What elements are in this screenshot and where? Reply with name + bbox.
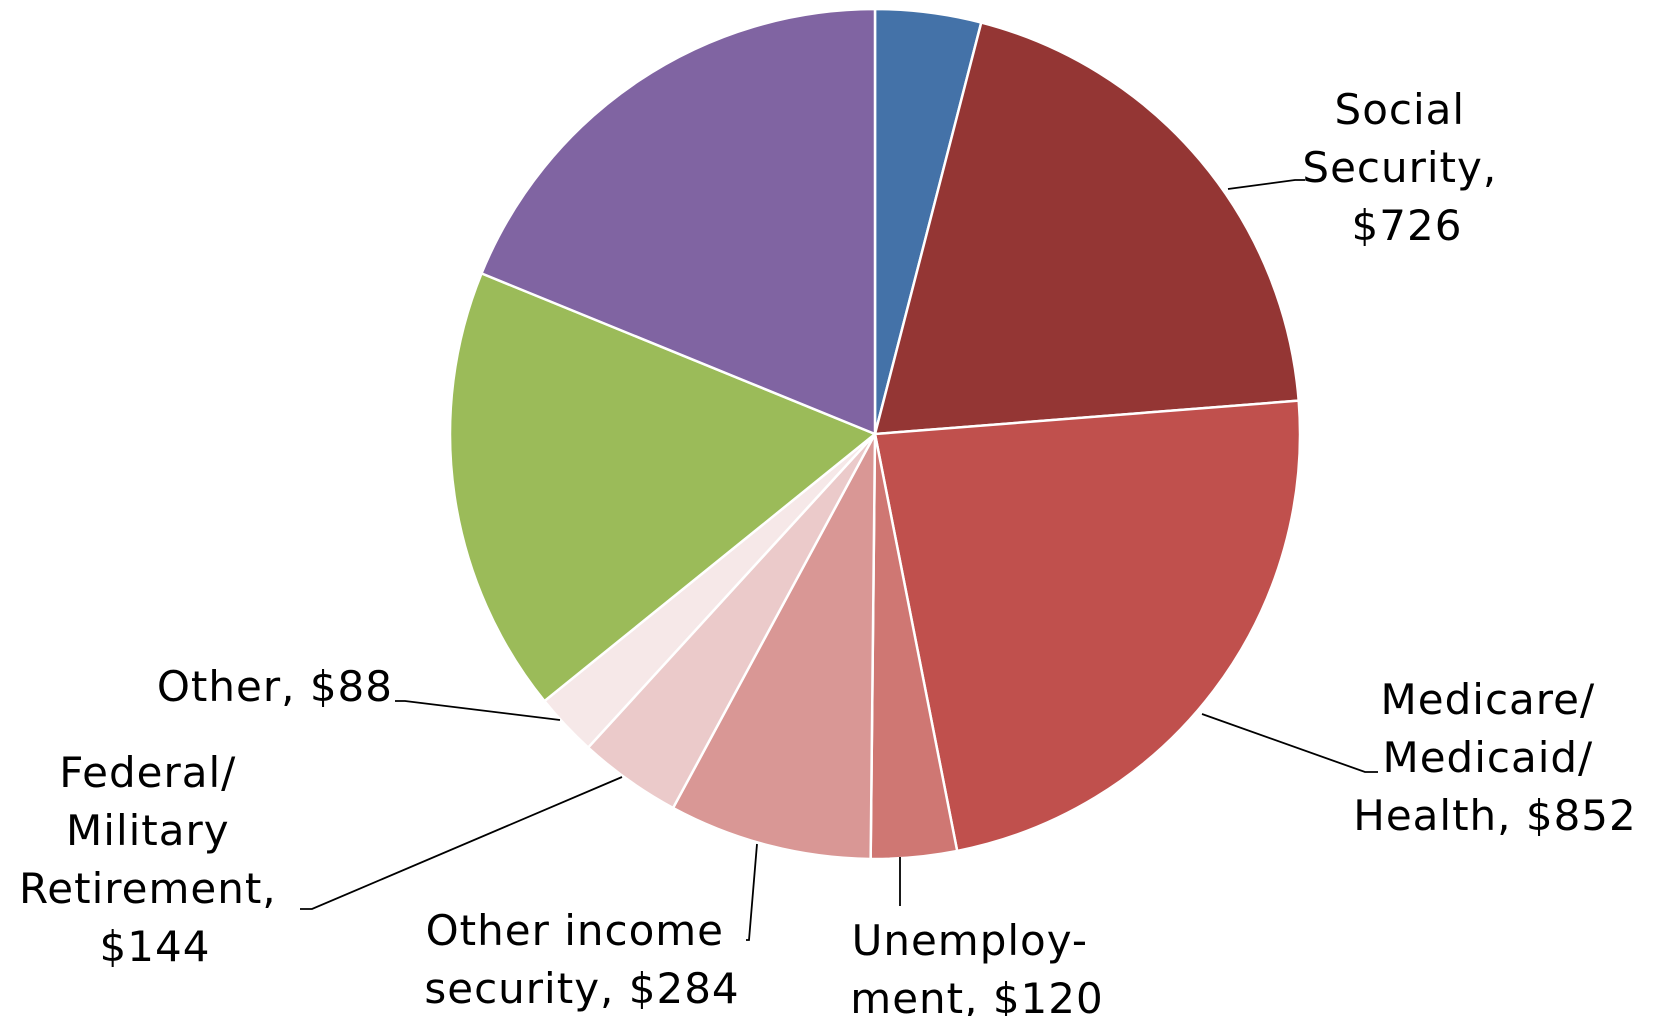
leader-social-security <box>1227 179 1305 190</box>
label-medicare-line-1: Medicare/ <box>1381 675 1596 724</box>
label-social-security-line-2: Security, <box>1302 143 1497 192</box>
pie-slice-4 <box>671 433 877 861</box>
label-medicare-line-3: Health, $852 <box>1353 791 1637 840</box>
leader-federal-military <box>300 776 623 910</box>
label-other-income-line-2: security, $284 <box>424 964 739 1013</box>
pie-slice-8 <box>479 7 877 436</box>
label-federal-military-line-2: Military <box>66 806 230 855</box>
leader-other <box>395 700 561 721</box>
label-federal-military-line-3: Retirement, <box>19 864 277 913</box>
label-social-security-line-3: $726 <box>1352 201 1463 250</box>
label-other-income-line-1: Other income <box>426 906 724 955</box>
label-unemployment: Unemploy- ment, $120 <box>850 916 1103 1016</box>
leader-other-income <box>746 843 758 941</box>
label-unemployment-line-2: ment, $120 <box>850 974 1103 1016</box>
label-unemployment-line-1: Unemploy- <box>852 916 1088 965</box>
label-other: Other, $88 <box>157 662 393 711</box>
label-social-security: Social Security, $726 <box>1302 85 1511 250</box>
label-federal-military-line-1: Federal/ <box>59 748 236 797</box>
label-other-line-1: Other, $88 <box>157 662 393 711</box>
label-social-security-line-1: Social <box>1335 85 1466 134</box>
leader-lines <box>300 179 1378 941</box>
label-medicare: Medicare/ Medicaid/ Health, $852 <box>1353 675 1637 840</box>
pie-slice-1 <box>873 20 1301 436</box>
label-federal-military-line-4: $144 <box>100 922 211 971</box>
label-federal-military-retirement: Federal/ Military Retirement, $144 <box>19 748 291 971</box>
label-medicare-line-2: Medicaid/ <box>1382 733 1593 782</box>
leader-medicare <box>1201 713 1378 773</box>
pie-slice-7 <box>448 271 878 703</box>
pie-slice-2 <box>873 399 1302 853</box>
pie-slices <box>448 7 1302 861</box>
label-other-income-security: Other income security, $284 <box>424 906 739 1013</box>
